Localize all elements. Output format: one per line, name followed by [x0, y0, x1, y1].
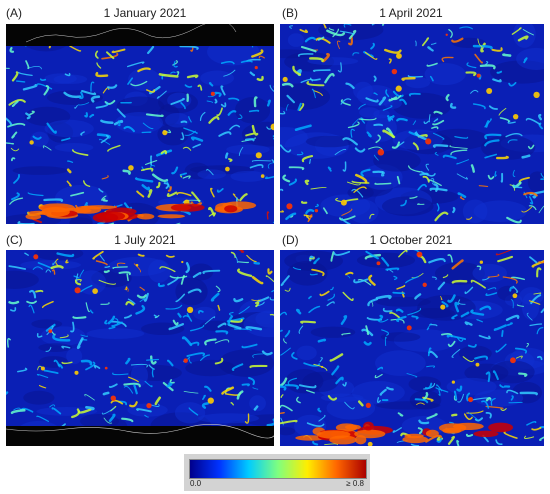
- map-image: [280, 24, 544, 224]
- panel-title: 1 October 2021: [369, 233, 453, 247]
- colorbar-max-label: ≥ 0.8: [346, 479, 364, 488]
- colorbar-min-label: 0.0: [190, 479, 202, 488]
- panel-title: 1 January 2021: [103, 6, 187, 20]
- panel-label: (D): [282, 233, 299, 247]
- map-image: [6, 250, 274, 446]
- panel-title: 1 July 2021: [114, 233, 176, 247]
- colorbar: 0.0 ≥ 0.8: [184, 454, 370, 491]
- colorbar-gradient: [189, 459, 367, 479]
- panel-label: (C): [6, 233, 23, 247]
- panel-title: 1 April 2021: [379, 6, 443, 20]
- map-image: [6, 24, 274, 224]
- map-image: [280, 250, 544, 446]
- panel-label: (A): [6, 6, 22, 20]
- panel-label: (B): [282, 6, 298, 20]
